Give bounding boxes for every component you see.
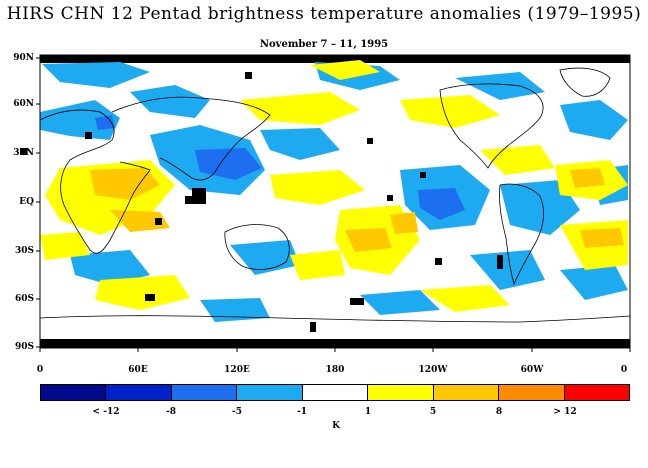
colorbar-swatch — [171, 385, 238, 400]
colorbar-label: > 12 — [553, 407, 577, 417]
lat-label-90s: 90S — [14, 342, 34, 352]
lat-label-60s: 60S — [14, 294, 34, 304]
colorbar-unit: K — [332, 421, 340, 431]
lat-ticks — [36, 57, 40, 348]
colorbar-label: -1 — [297, 407, 307, 417]
lat-label-90n: 90N — [13, 53, 34, 63]
colorbar-label: 5 — [429, 407, 437, 417]
lon-label-0-west: 0 — [36, 365, 44, 375]
lat-label-30s: 30S — [14, 246, 34, 256]
lon-label-0-east: 0 — [620, 365, 628, 375]
lon-label-120e: 120E — [224, 365, 250, 375]
colorbar — [40, 384, 630, 401]
map-subtitle: November 7 – 11, 1995 — [259, 39, 389, 50]
strong-warm-anomaly-regions — [90, 168, 624, 252]
lat-label-eq: EQ — [19, 197, 34, 207]
colorbar-swatch — [499, 385, 565, 400]
cold-anomaly-regions — [40, 62, 628, 322]
lon-label-180: 180 — [325, 365, 345, 375]
colorbar-swatch — [302, 385, 369, 400]
colorbar-swatch — [237, 385, 303, 400]
colorbar-label: -5 — [232, 407, 242, 417]
colorbar-swatch — [41, 385, 107, 400]
missing-data-bands — [40, 55, 630, 348]
missing-data-specks — [20, 72, 503, 332]
lat-label-30n: 30N — [13, 148, 34, 158]
strong-cold-anomaly-regions — [95, 115, 465, 220]
colorbar-label: < -12 — [92, 407, 120, 417]
lon-ticks — [39, 348, 631, 352]
coastlines — [39, 67, 631, 323]
colorbar-label: 8 — [495, 407, 503, 417]
lon-label-60w: 60W — [520, 365, 544, 375]
lon-label-120w: 120W — [418, 365, 448, 375]
colorbar-label: 1 — [364, 407, 372, 417]
map-title: HIRS CHN 12 Pentad brightness temperatur… — [6, 4, 642, 24]
colorbar-swatch — [564, 385, 629, 400]
colorbar-swatch — [106, 385, 172, 400]
lat-label-60n: 60N — [13, 99, 34, 109]
lon-label-60e: 60E — [128, 365, 148, 375]
colorbar-swatch — [433, 385, 500, 400]
colorbar-swatch — [368, 385, 434, 400]
colorbar-label: -8 — [166, 407, 176, 417]
